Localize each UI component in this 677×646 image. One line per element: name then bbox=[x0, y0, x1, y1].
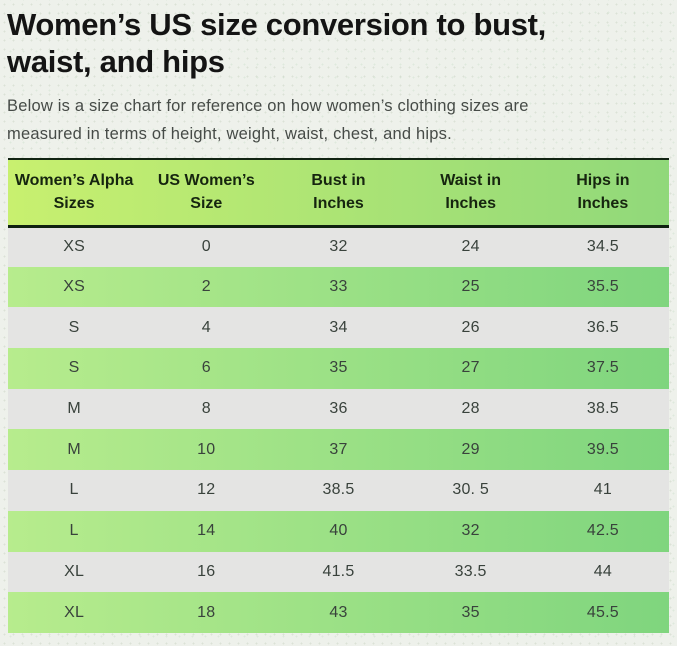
table-cell: XL bbox=[64, 562, 85, 580]
table-cell: S bbox=[68, 359, 80, 377]
table-cell: 41.5 bbox=[322, 562, 355, 580]
table-cell: 4 bbox=[201, 318, 211, 336]
table-cell: 39.5 bbox=[586, 440, 619, 458]
table-cell: 42.5 bbox=[586, 522, 619, 540]
table-cell: M bbox=[67, 440, 81, 458]
table-cell: 0 bbox=[201, 238, 211, 256]
table-cell: L bbox=[69, 522, 79, 540]
column-header-hips: Hips in Inches bbox=[537, 159, 669, 226]
table-cell: 8 bbox=[201, 400, 211, 418]
column-header-us-size: US Women’s Size bbox=[140, 159, 272, 226]
table-cell: 37.5 bbox=[586, 359, 619, 377]
table-cell: 16 bbox=[197, 562, 216, 580]
table-cell: S bbox=[68, 318, 80, 336]
table-row: M 10 37 29 39.5 bbox=[8, 429, 669, 471]
table-cell: 41 bbox=[593, 481, 612, 499]
table-row: S 6 35 27 37.5 bbox=[8, 348, 669, 389]
table-cell: 6 bbox=[201, 359, 211, 377]
table-cell: 12 bbox=[197, 481, 216, 499]
column-header-bust: Bust in Inches bbox=[272, 159, 404, 226]
page-title: Women’s US size conversion to bust, wais… bbox=[0, 0, 677, 80]
column-header-line: Hips in bbox=[576, 172, 630, 190]
table-row: L 14 40 32 42.5 bbox=[8, 510, 669, 552]
table-cell: 18 bbox=[197, 603, 216, 621]
table-cell: 24 bbox=[461, 238, 480, 256]
column-header-waist: Waist in Inches bbox=[405, 159, 537, 226]
table-row: XL 16 41.5 33.5 44 bbox=[8, 551, 669, 593]
page-title-line-1: Women’s US size conversion to bust, bbox=[7, 7, 546, 42]
table-row: M 8 36 28 38.5 bbox=[8, 388, 669, 430]
table-cell: 33 bbox=[329, 278, 348, 296]
table-cell: XS bbox=[63, 278, 85, 296]
column-header-line: US Women’s bbox=[157, 172, 255, 190]
page-title-line-2: waist, and hips bbox=[7, 44, 225, 79]
table-cell: 45.5 bbox=[586, 603, 619, 621]
table-row: XL 18 43 35 45.5 bbox=[8, 592, 669, 633]
column-header-line: Sizes bbox=[53, 195, 95, 213]
size-chart-body: XS 0 32 24 34.5 XS 2 33 25 35.5 S 4 34 2… bbox=[8, 226, 669, 633]
column-header-line: Size bbox=[190, 195, 223, 213]
table-cell: 25 bbox=[461, 278, 480, 296]
column-header-line: Women’s Alpha bbox=[14, 172, 134, 190]
column-header-line: Inches bbox=[445, 195, 496, 213]
table-cell: 2 bbox=[201, 278, 211, 296]
table-cell: 32 bbox=[461, 522, 480, 540]
table-cell: XS bbox=[63, 238, 85, 256]
table-cell: 35 bbox=[329, 359, 348, 377]
table-cell: 26 bbox=[461, 318, 480, 336]
table-cell: 33.5 bbox=[454, 562, 487, 580]
table-row: XS 2 33 25 35.5 bbox=[8, 266, 669, 308]
column-header-line: Waist in bbox=[440, 172, 502, 190]
header-row: Women’s Alpha Sizes US Women’s Size Bust… bbox=[8, 159, 669, 226]
intro-paragraph: Below is a size chart for reference on h… bbox=[7, 93, 669, 148]
table-cell: 44 bbox=[593, 562, 612, 580]
table-cell: 32 bbox=[329, 238, 348, 256]
table-cell: 34 bbox=[329, 318, 348, 336]
table-cell: 40 bbox=[329, 522, 348, 540]
table-cell: 29 bbox=[461, 440, 480, 458]
column-header-alpha-sizes: Women’s Alpha Sizes bbox=[8, 159, 140, 226]
table-cell: 35.5 bbox=[586, 278, 619, 296]
table-cell: 38.5 bbox=[586, 400, 619, 418]
table-cell: M bbox=[67, 400, 81, 418]
intro-line-1: Below is a size chart for reference on h… bbox=[7, 97, 529, 115]
column-header-line: Bust in bbox=[311, 172, 366, 190]
table-row: L 12 38.5 30. 5 41 bbox=[8, 470, 669, 511]
table-cell: 43 bbox=[329, 603, 348, 621]
table-cell: 14 bbox=[197, 522, 216, 540]
table-row: XS 0 32 24 34.5 bbox=[8, 226, 669, 267]
size-chart-header: Women’s Alpha Sizes US Women’s Size Bust… bbox=[8, 159, 669, 226]
table-cell: 27 bbox=[461, 359, 480, 377]
table-cell: 28 bbox=[461, 400, 480, 418]
table-cell: L bbox=[69, 481, 79, 499]
table-cell: 30. 5 bbox=[452, 481, 489, 499]
table-row: S 4 34 26 36.5 bbox=[8, 307, 669, 349]
column-header-line: Inches bbox=[577, 195, 629, 213]
size-chart-table: Women’s Alpha Sizes US Women’s Size Bust… bbox=[8, 158, 669, 633]
intro-line-2: measured in terms of height, weight, wai… bbox=[7, 124, 452, 143]
table-cell: 36 bbox=[329, 400, 348, 418]
table-cell: 37 bbox=[329, 440, 348, 458]
table-cell: 36.5 bbox=[586, 318, 619, 336]
table-cell: 34.5 bbox=[586, 238, 619, 256]
table-cell: 38.5 bbox=[322, 481, 355, 499]
table-cell: XL bbox=[64, 603, 85, 621]
column-header-line: Inches bbox=[313, 195, 364, 213]
table-cell: 10 bbox=[197, 440, 216, 458]
table-cell: 35 bbox=[461, 603, 480, 621]
